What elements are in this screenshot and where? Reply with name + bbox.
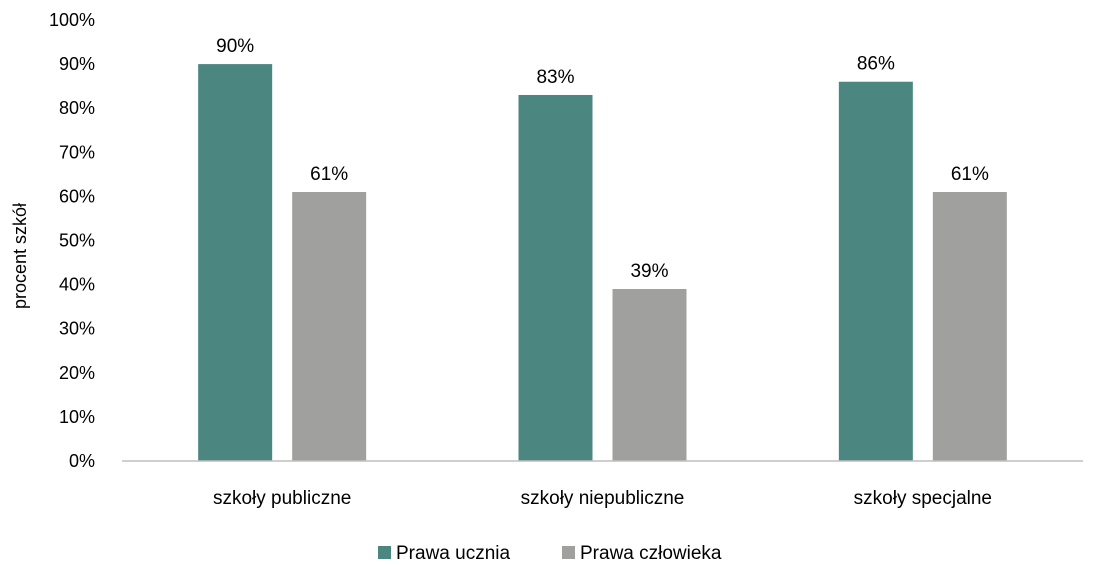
y-tick-label: 60% [59, 186, 95, 206]
legend-swatch [562, 546, 575, 559]
bar [292, 191, 367, 462]
bar [518, 94, 593, 461]
bar [198, 64, 273, 461]
data-label: 61% [310, 164, 348, 185]
legend-label: Prawa ucznia [396, 543, 510, 564]
data-label: 39% [630, 261, 668, 282]
y-tick-label: 40% [59, 275, 95, 295]
y-tick-label: 0% [69, 451, 95, 471]
data-label: 61% [951, 164, 989, 185]
y-tick-label: 90% [59, 54, 95, 74]
bar [612, 289, 687, 461]
data-label: 86% [857, 54, 895, 75]
y-tick-label: 50% [59, 231, 95, 251]
y-tick-label: 20% [59, 363, 95, 383]
legend-label: Prawa człowieka [580, 543, 722, 564]
legend-swatch [378, 546, 391, 559]
y-tick-label: 80% [59, 98, 95, 118]
y-axis-ticks: 0% 10% 20% 30% 40% 50% 60% 70% 80% 90% 100% [49, 10, 95, 471]
y-tick-label: 100% [49, 10, 95, 30]
category-label: szkoły niepubliczne [521, 488, 685, 509]
category-labels: szkoły publiczne szkoły niepubliczne szkoł… [213, 488, 992, 509]
data-label: 90% [216, 36, 254, 57]
data-labels: 90% 61% 83% 39% 86% 61% [216, 36, 989, 282]
bar [932, 191, 1007, 462]
y-axis-title: procent szkół [10, 203, 30, 309]
y-tick-label: 10% [59, 407, 95, 427]
y-tick-label: 70% [59, 142, 95, 162]
bar [838, 81, 913, 462]
bars [198, 64, 1007, 462]
category-label: szkoły specjalne [854, 488, 992, 509]
data-label: 83% [536, 67, 574, 88]
legend: Prawa ucznia Prawa człowieka [378, 543, 722, 564]
y-tick-label: 30% [59, 319, 95, 339]
category-label: szkoły publiczne [213, 488, 351, 509]
